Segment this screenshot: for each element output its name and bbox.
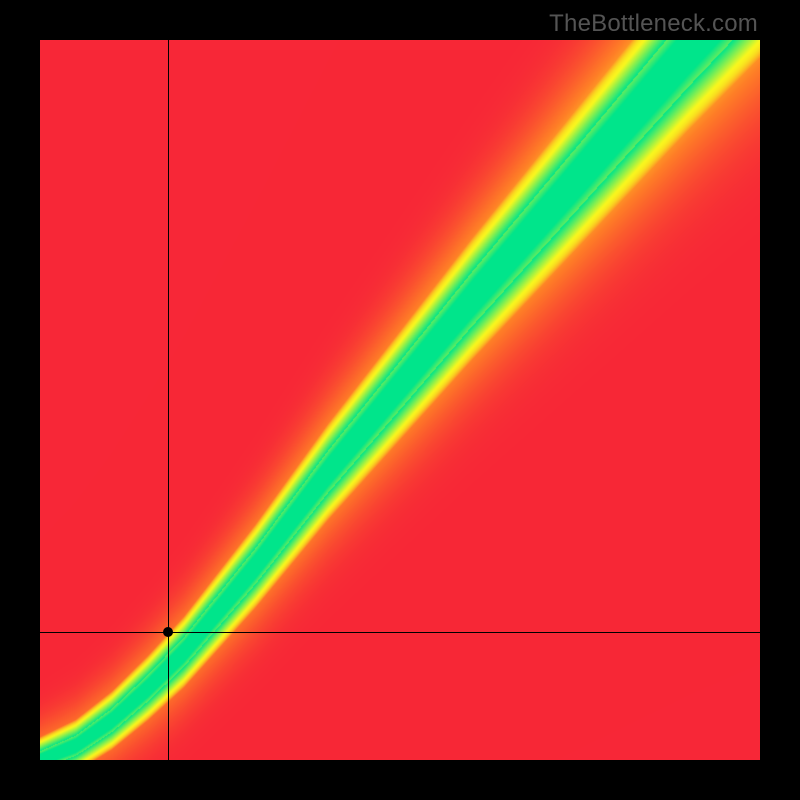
crosshair-horizontal xyxy=(40,632,760,633)
figure-frame: TheBottleneck.com xyxy=(0,0,800,800)
crosshair-marker xyxy=(163,627,173,637)
heatmap-canvas xyxy=(40,40,760,760)
crosshair-vertical xyxy=(168,40,169,760)
watermark-text: TheBottleneck.com xyxy=(549,10,758,38)
plot-area xyxy=(40,40,760,760)
